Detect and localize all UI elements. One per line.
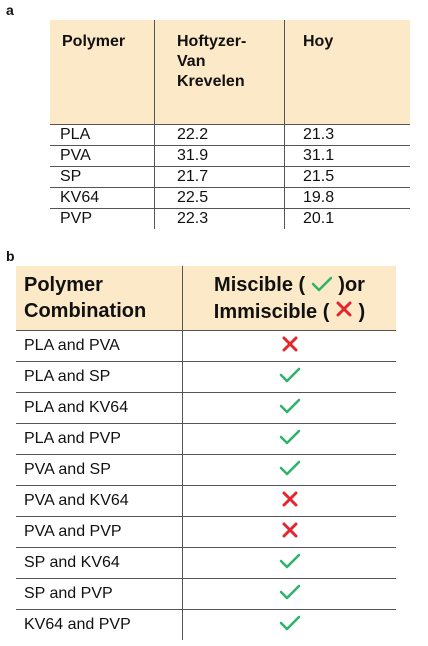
header-line: Combination bbox=[24, 300, 147, 322]
table-a-header: Polymer Hoftyzer- Van Krevelen Hoy bbox=[50, 20, 410, 124]
header-text: ) bbox=[358, 300, 366, 323]
table-a-body: PLA 22.2 21.3 PVA 31.9 31.1 SP 21.7 21.5 KV64 22.5… bbox=[50, 124, 410, 229]
cross-icon bbox=[281, 521, 299, 544]
hoy-value: 21.5 bbox=[284, 167, 410, 187]
table-row: SP and KV64 bbox=[16, 548, 396, 579]
polymer-pair: PLA and PVA bbox=[24, 337, 120, 354]
header-hoftyzer: Hoftyzer- Van Krevelen bbox=[154, 20, 284, 124]
header-line: Van bbox=[177, 53, 206, 70]
table-row: PLA and KV64 bbox=[16, 393, 396, 424]
hoftyzer-value: 22.3 bbox=[154, 209, 284, 229]
miscibility-cell bbox=[182, 579, 396, 609]
header-line: Krevelen bbox=[177, 73, 245, 90]
miscibility-cell bbox=[182, 455, 396, 485]
check-icon bbox=[279, 553, 301, 574]
table-row: PLA 22.2 21.3 bbox=[50, 124, 410, 145]
table-row: PVA 31.9 31.1 bbox=[50, 145, 410, 166]
table-row: PLA and PVP bbox=[16, 424, 396, 455]
header-line: Hoftyzer- bbox=[177, 33, 247, 50]
check-icon bbox=[279, 460, 301, 481]
hoftyzer-value: 22.2 bbox=[154, 125, 284, 145]
header-polymer-combination: Polymer Combination bbox=[16, 266, 182, 330]
table-b-body: PLA and PVA PLA and SP PLA and KV64 PLA and… bbox=[16, 331, 396, 640]
polymer-cell: SP bbox=[60, 168, 82, 185]
table-row: PVA and SP bbox=[16, 455, 396, 486]
table-row: KV64 22.5 19.8 bbox=[50, 187, 410, 208]
hoy-value: 31.1 bbox=[284, 146, 410, 166]
check-icon bbox=[279, 398, 301, 419]
polymer-cell: PLA bbox=[60, 126, 91, 143]
table-row: KV64 and PVP bbox=[16, 610, 396, 640]
polymer-pair: PVA and SP bbox=[24, 461, 111, 478]
header-text: )or bbox=[338, 274, 365, 296]
miscibility-cell bbox=[182, 517, 396, 547]
polymer-cell: PVA bbox=[60, 147, 91, 164]
header-line: Immiscible ( ) bbox=[183, 299, 396, 326]
panel-label-b: b bbox=[6, 248, 15, 264]
panel-label-a: a bbox=[6, 2, 14, 18]
table-row: PVP 22.3 20.1 bbox=[50, 208, 410, 229]
header-text: Immiscible ( bbox=[213, 300, 330, 323]
miscibility-table: Polymer Combination Miscible ( )or Immis… bbox=[16, 266, 396, 640]
polymer-pair: SP and PVP bbox=[24, 585, 113, 602]
polymer-cell: PVP bbox=[60, 210, 93, 227]
miscibility-cell bbox=[182, 393, 396, 423]
header-miscibility: Miscible ( )or Immiscible ( ) bbox=[182, 266, 396, 330]
check-icon bbox=[311, 273, 333, 299]
polymer-pair: PLA and PVP bbox=[24, 430, 121, 447]
cross-icon bbox=[281, 490, 299, 513]
check-icon bbox=[279, 367, 301, 388]
table-b-header: Polymer Combination Miscible ( )or Immis… bbox=[16, 266, 396, 331]
hoftyzer-value: 31.9 bbox=[154, 146, 284, 166]
miscibility-cell bbox=[182, 486, 396, 516]
polymer-pair: PVA and KV64 bbox=[24, 492, 129, 509]
cross-icon bbox=[335, 299, 353, 325]
table-row: SP 21.7 21.5 bbox=[50, 166, 410, 187]
header-polymer: Polymer bbox=[62, 33, 126, 50]
polymer-pair: PVA and PVP bbox=[24, 523, 122, 540]
miscibility-cell bbox=[182, 362, 396, 392]
table-row: PVA and PVP bbox=[16, 517, 396, 548]
polymer-pair: PLA and KV64 bbox=[24, 399, 129, 416]
table-row: SP and PVP bbox=[16, 579, 396, 610]
header-line: Polymer bbox=[24, 274, 103, 296]
miscibility-cell bbox=[182, 331, 396, 361]
check-icon bbox=[279, 429, 301, 450]
polymer-cell: KV64 bbox=[60, 189, 100, 206]
polymer-pair: PLA and SP bbox=[24, 368, 111, 385]
hoy-value: 21.3 bbox=[284, 125, 410, 145]
polymer-pair: SP and KV64 bbox=[24, 554, 120, 571]
hoftyzer-value: 21.7 bbox=[154, 167, 284, 187]
miscibility-cell bbox=[182, 548, 396, 578]
miscibility-cell bbox=[182, 610, 396, 640]
hoftyzer-value: 22.5 bbox=[154, 188, 284, 208]
solubility-parameter-table: Polymer Hoftyzer- Van Krevelen Hoy PLA 22.2… bbox=[50, 20, 410, 229]
table-row: PLA and SP bbox=[16, 362, 396, 393]
header-text: Miscible ( bbox=[214, 274, 306, 296]
check-icon bbox=[279, 615, 301, 636]
table-row: PLA and PVA bbox=[16, 331, 396, 362]
check-icon bbox=[279, 584, 301, 605]
table-row: PVA and KV64 bbox=[16, 486, 396, 517]
header-hoy: Hoy bbox=[284, 20, 410, 124]
hoy-value: 20.1 bbox=[284, 209, 410, 229]
header-line: Miscible ( )or bbox=[183, 272, 396, 299]
polymer-pair: KV64 and PVP bbox=[24, 616, 131, 633]
miscibility-cell bbox=[182, 424, 396, 454]
hoy-value: 19.8 bbox=[284, 188, 410, 208]
cross-icon bbox=[281, 335, 299, 358]
